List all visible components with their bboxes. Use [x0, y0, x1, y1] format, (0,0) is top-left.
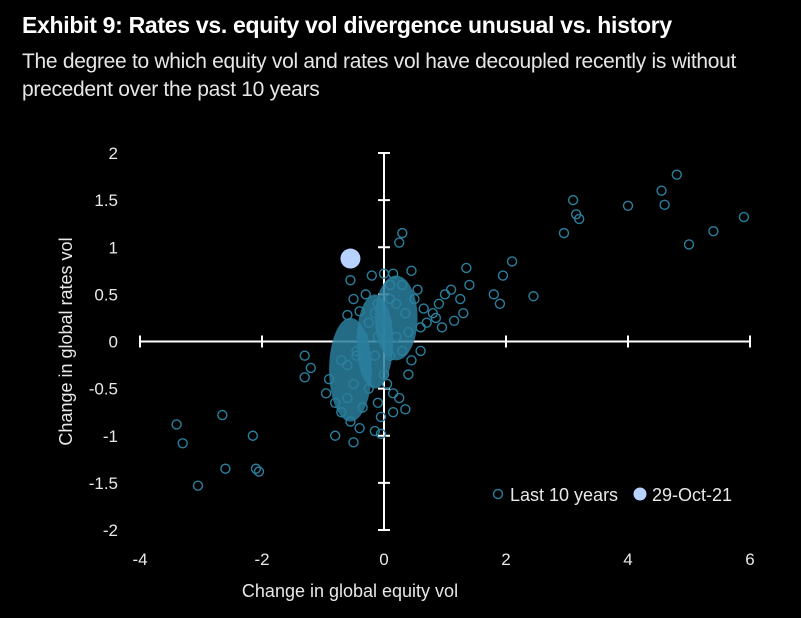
legend-marker-latest [633, 487, 647, 501]
scatter-point [412, 284, 423, 295]
scatter-point [558, 227, 570, 239]
chart-title: Exhibit 9: Rates vs. equity vol divergen… [22, 12, 672, 38]
scatter-point [299, 372, 310, 383]
scatter-point [738, 211, 750, 223]
scatter-point-cluster [356, 294, 394, 389]
scatter-point [494, 298, 506, 309]
legend-label-history: Last 10 years [510, 485, 618, 505]
y-axis-title: Change in global rates vol [56, 237, 76, 445]
y-tick-label: -2 [103, 521, 118, 540]
scatter-point [375, 428, 387, 440]
x-tick-label: -4 [132, 550, 147, 569]
scatter-point [250, 463, 262, 474]
scatter-point [455, 293, 466, 305]
scatter-point [574, 213, 585, 225]
scatter-point [360, 289, 371, 300]
scatter-point [488, 289, 499, 300]
scatter-point [366, 270, 377, 281]
scatter-point [464, 279, 475, 291]
x-tick-label: -2 [254, 550, 269, 569]
scatter-point [415, 345, 426, 357]
scatter-point [348, 293, 359, 305]
scatter-point [448, 315, 460, 326]
scatter-point [305, 362, 316, 374]
y-tick-label: 0 [109, 333, 118, 352]
scatter-point [671, 169, 682, 180]
x-tick-label: 0 [379, 550, 388, 569]
scatter-point [418, 303, 429, 314]
y-tick-label: 1.5 [94, 191, 118, 210]
y-tick-label: 2 [109, 144, 118, 163]
scatter-point [445, 284, 457, 295]
scatter-point [394, 392, 405, 404]
scatter-point [171, 419, 182, 430]
chart-subtitle: The degree to which equity vol and rates… [22, 50, 737, 101]
legend-label-latest: 29-Oct-21 [652, 485, 732, 505]
scatter-point [421, 317, 432, 328]
scatter-point [220, 463, 231, 474]
scatter-point [439, 289, 451, 300]
scatter-point [403, 369, 414, 380]
scatter-point [708, 226, 719, 237]
scatter-point [192, 480, 204, 491]
scatter-point [458, 308, 469, 319]
x-tick-label: 6 [745, 550, 754, 569]
scatter-point [387, 406, 399, 418]
scatter-point [320, 388, 332, 399]
scatter-point [354, 423, 365, 434]
scatter-point [348, 437, 359, 448]
x-tick-label: 4 [623, 550, 632, 569]
scatter-point [461, 262, 472, 274]
x-axis-title: Change in global equity vol [242, 581, 458, 601]
scatter-point [345, 275, 356, 286]
scatter-point [567, 194, 579, 206]
scatter-point [656, 185, 667, 196]
scatter-point [433, 298, 445, 309]
scatter-point [406, 265, 417, 277]
latest-point [340, 248, 361, 269]
y-tick-label: -1 [103, 427, 118, 446]
scatter-point [375, 411, 387, 423]
scatter-point [659, 199, 670, 211]
scatter-point [406, 355, 417, 366]
scatter-point [247, 430, 259, 441]
legend-marker-history [492, 488, 504, 500]
scatter-point [387, 388, 399, 399]
scatter-point [394, 237, 405, 248]
y-tick-label: 0.5 [94, 285, 118, 304]
scatter-point [369, 425, 381, 437]
y-tick-label: 1 [109, 238, 118, 257]
scatter-point [253, 466, 265, 477]
scatter-point [299, 350, 310, 361]
scatter-point [436, 322, 448, 333]
scatter-point [372, 397, 384, 408]
scatter-point [622, 200, 634, 211]
scatter-point [497, 270, 509, 281]
scatter-point [217, 409, 228, 421]
scatter-point [528, 291, 539, 302]
y-tick-label: -0.5 [89, 380, 118, 399]
scatter-point [415, 322, 426, 333]
scatter-point [683, 239, 695, 250]
scatter-point [397, 227, 408, 239]
scatter-point [330, 430, 341, 441]
scatter-point [177, 438, 188, 449]
scatter-point [427, 308, 438, 319]
x-tick-label: 2 [501, 550, 510, 569]
scatter-point [400, 404, 411, 415]
y-tick-label: -1.5 [89, 474, 118, 493]
scatter-point [506, 256, 518, 267]
